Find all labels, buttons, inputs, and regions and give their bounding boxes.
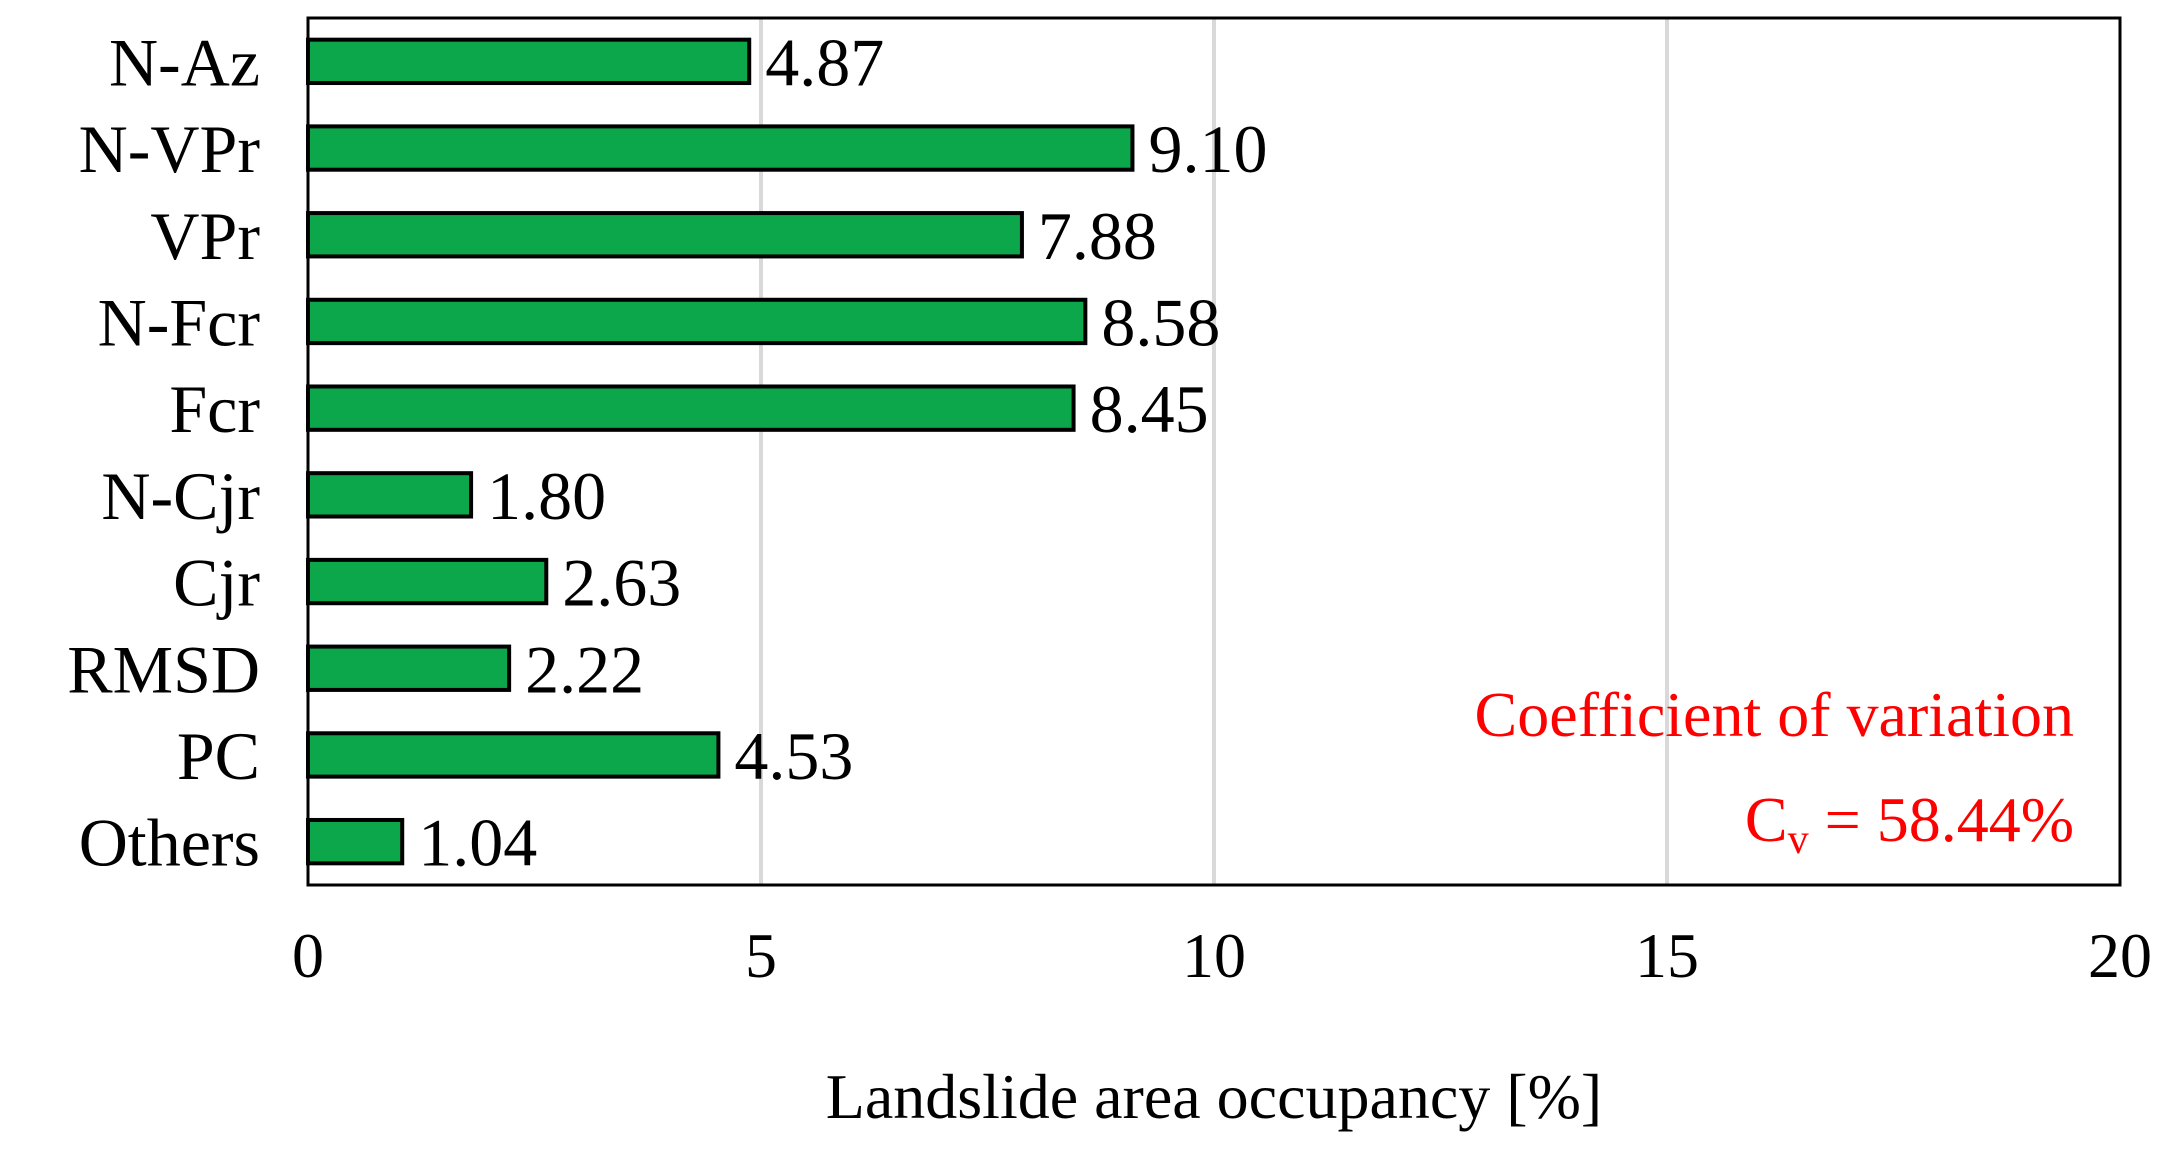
bar-value-label: 4.53	[734, 718, 853, 794]
x-tick-labels: 0 5 10 15 20	[292, 920, 2152, 991]
bar-value-label: 9.10	[1148, 111, 1267, 187]
bar-fcr	[306, 384, 1076, 432]
cv-equation: = 58.44%	[1809, 784, 2074, 855]
x-tick-label: 5	[745, 920, 777, 991]
category-label: PC	[177, 718, 260, 794]
bar-vpr	[306, 211, 1024, 259]
bar-value-label: 8.58	[1101, 284, 1220, 360]
bar-value-label: 8.45	[1090, 371, 1209, 447]
category-label: N-Az	[109, 24, 260, 100]
bar-n-vpr	[306, 124, 1135, 172]
bar-n-fcr	[306, 297, 1088, 346]
bar-cjr	[306, 557, 549, 606]
cv-annotation-value: Cv = 58.44%	[1745, 784, 2074, 863]
bar-rmsd	[306, 644, 512, 692]
x-axis-title: Landslide area occupancy [%]	[826, 1061, 1602, 1132]
bar-n-cjr	[306, 471, 474, 519]
x-tick-label: 10	[1182, 920, 1246, 991]
value-labels: 4.87 9.10 7.88 8.58 8.45 1.80 2.63 2.22 4.53 1.04	[418, 24, 1267, 880]
x-tick-label: 15	[1635, 920, 1699, 991]
bar-value-label: 2.63	[562, 545, 681, 621]
category-labels: N-Az N-VPr VPr N-Fcr Fcr N-Cjr Cjr RMSD PC Others	[67, 24, 260, 880]
plot-frame	[306, 16, 2122, 887]
cv-annotation-title: Coefficient of variation	[1475, 679, 2075, 750]
category-label: Fcr	[169, 371, 260, 447]
category-label: VPr	[150, 198, 260, 274]
bar-value-label: 4.87	[765, 24, 884, 100]
category-label: RMSD	[67, 631, 260, 707]
bars	[306, 37, 1135, 866]
bar-value-label: 1.04	[418, 805, 537, 881]
category-label: Cjr	[173, 545, 260, 621]
category-label: N-VPr	[79, 111, 261, 187]
category-label: N-Fcr	[98, 284, 261, 360]
cv-symbol: C	[1745, 784, 1788, 855]
bar-n-az	[306, 37, 752, 86]
category-label: N-Cjr	[101, 458, 260, 534]
bar-pc	[306, 731, 721, 779]
bar-value-label: 2.22	[525, 631, 644, 707]
bar-value-label: 1.80	[487, 458, 606, 534]
x-tick-label: 0	[292, 920, 324, 991]
bar-others	[306, 817, 405, 866]
cv-subscript: v	[1788, 817, 1809, 863]
x-tick-label: 20	[2088, 920, 2152, 991]
category-label: Others	[79, 805, 260, 881]
bar-value-label: 7.88	[1038, 198, 1157, 274]
cv-annotation: Coefficient of variation Cv = 58.44%	[1475, 679, 2075, 863]
